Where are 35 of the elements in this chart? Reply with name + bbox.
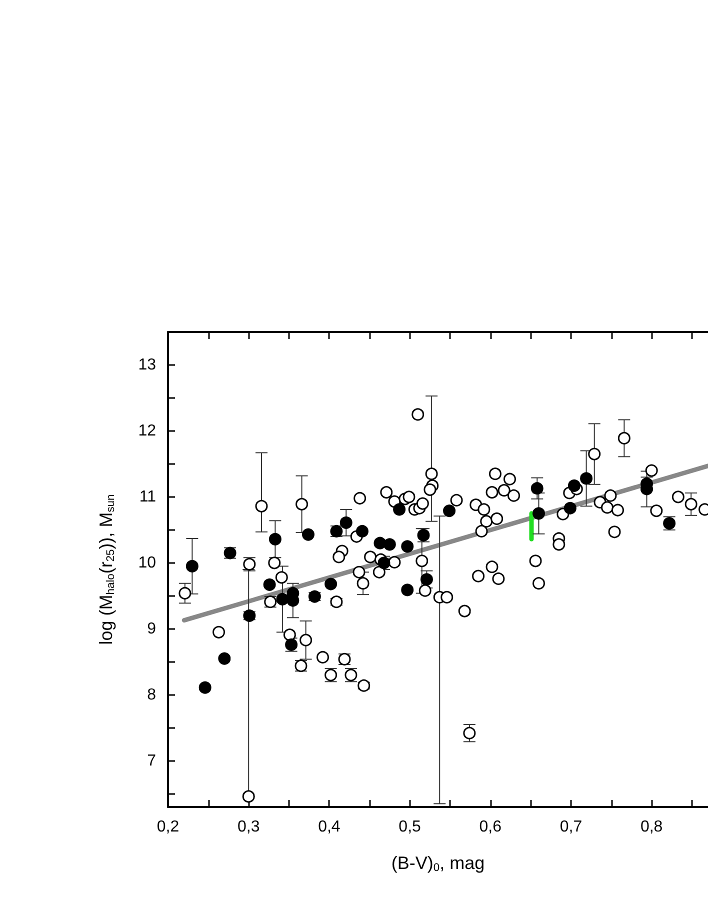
y-tick-label: 9 bbox=[147, 620, 156, 638]
y-tick-label: 13 bbox=[138, 356, 156, 374]
x-tick-label: 0,7 bbox=[560, 818, 582, 836]
x-tick-label: 0,6 bbox=[479, 818, 502, 836]
point bbox=[186, 560, 198, 572]
point bbox=[401, 584, 414, 596]
y-tick-label: 12 bbox=[138, 422, 156, 440]
point bbox=[302, 528, 314, 541]
point bbox=[564, 502, 576, 514]
point bbox=[383, 538, 396, 551]
point bbox=[218, 652, 231, 665]
point bbox=[420, 573, 433, 586]
x-tick-label: 0,2 bbox=[156, 818, 180, 836]
point bbox=[198, 681, 212, 694]
y-tick-label: 11 bbox=[139, 488, 156, 506]
point bbox=[276, 592, 289, 606]
x-tick-label: 0,5 bbox=[398, 818, 422, 836]
point bbox=[393, 503, 406, 516]
point bbox=[263, 578, 276, 591]
point bbox=[268, 532, 282, 546]
point bbox=[324, 578, 338, 590]
point bbox=[532, 507, 545, 520]
x-tick-label: 0,4 bbox=[318, 818, 340, 836]
y-tick-label: 10 bbox=[138, 554, 156, 572]
point bbox=[401, 540, 414, 553]
point bbox=[530, 482, 544, 495]
point bbox=[580, 472, 593, 485]
x-tick-label: 0,8 bbox=[640, 818, 663, 836]
point bbox=[443, 504, 456, 518]
y-axis-title: log (Mhalo(r25)), Msun bbox=[96, 494, 117, 645]
point bbox=[568, 479, 580, 492]
point bbox=[340, 516, 352, 529]
y-tick-label: 8 bbox=[147, 686, 156, 704]
y-tick-label: 7 bbox=[147, 752, 156, 770]
x-tick-label: 0,3 bbox=[237, 818, 260, 836]
